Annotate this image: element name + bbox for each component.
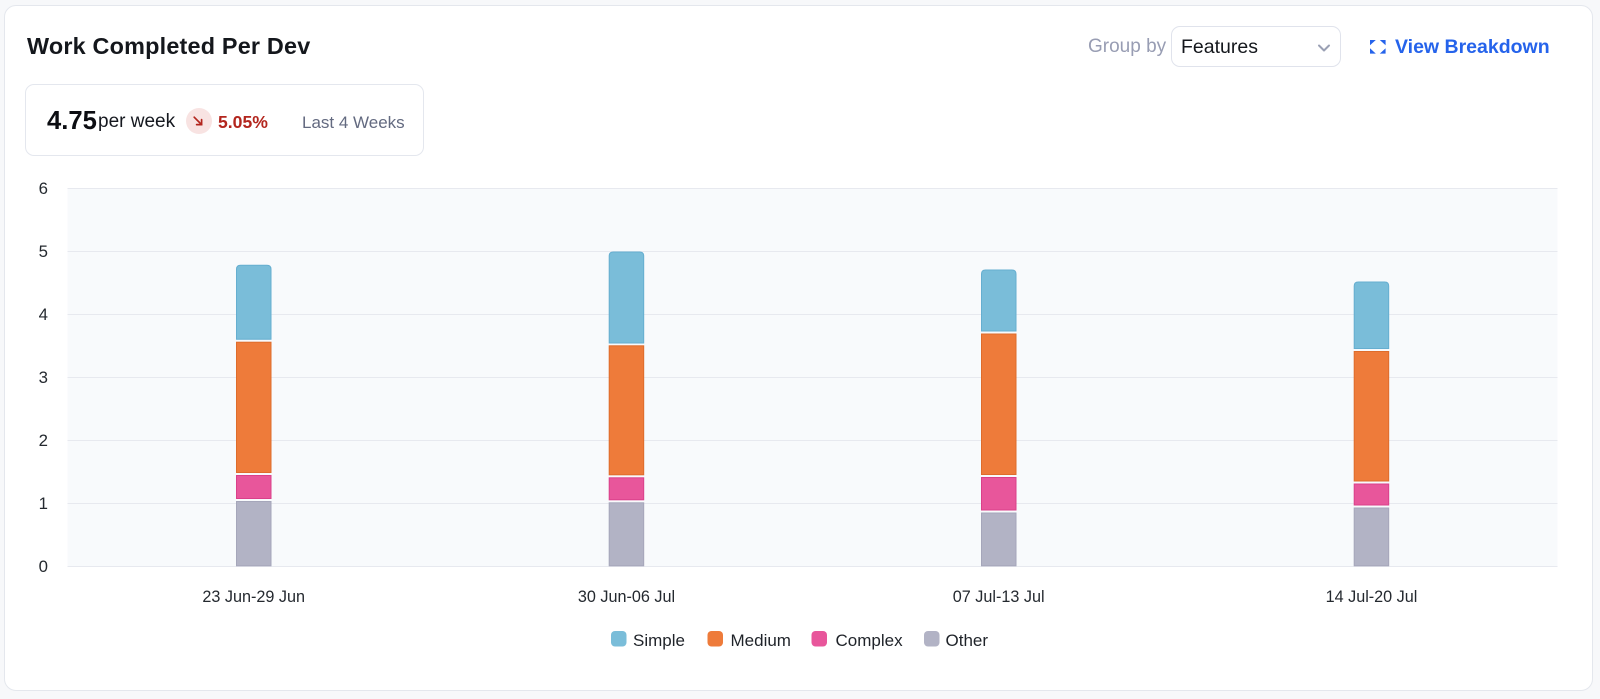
svg-text:14 Jul-20 Jul: 14 Jul-20 Jul bbox=[1326, 588, 1418, 606]
svg-text:Complex: Complex bbox=[836, 631, 904, 650]
svg-text:23 Jun-29 Jun: 23 Jun-29 Jun bbox=[202, 588, 305, 606]
svg-text:6: 6 bbox=[39, 179, 48, 198]
svg-text:Other: Other bbox=[946, 631, 989, 650]
svg-text:1: 1 bbox=[39, 494, 48, 513]
svg-text:0: 0 bbox=[39, 557, 48, 576]
svg-text:Simple: Simple bbox=[633, 631, 685, 650]
svg-text:07 Jul-13 Jul: 07 Jul-13 Jul bbox=[953, 588, 1045, 606]
svg-text:4: 4 bbox=[39, 305, 48, 324]
svg-text:3: 3 bbox=[39, 368, 48, 387]
svg-text:5: 5 bbox=[39, 242, 48, 261]
svg-text:Medium: Medium bbox=[731, 631, 791, 650]
svg-text:30 Jun-06 Jul: 30 Jun-06 Jul bbox=[578, 588, 675, 606]
svg-text:2: 2 bbox=[39, 431, 48, 450]
